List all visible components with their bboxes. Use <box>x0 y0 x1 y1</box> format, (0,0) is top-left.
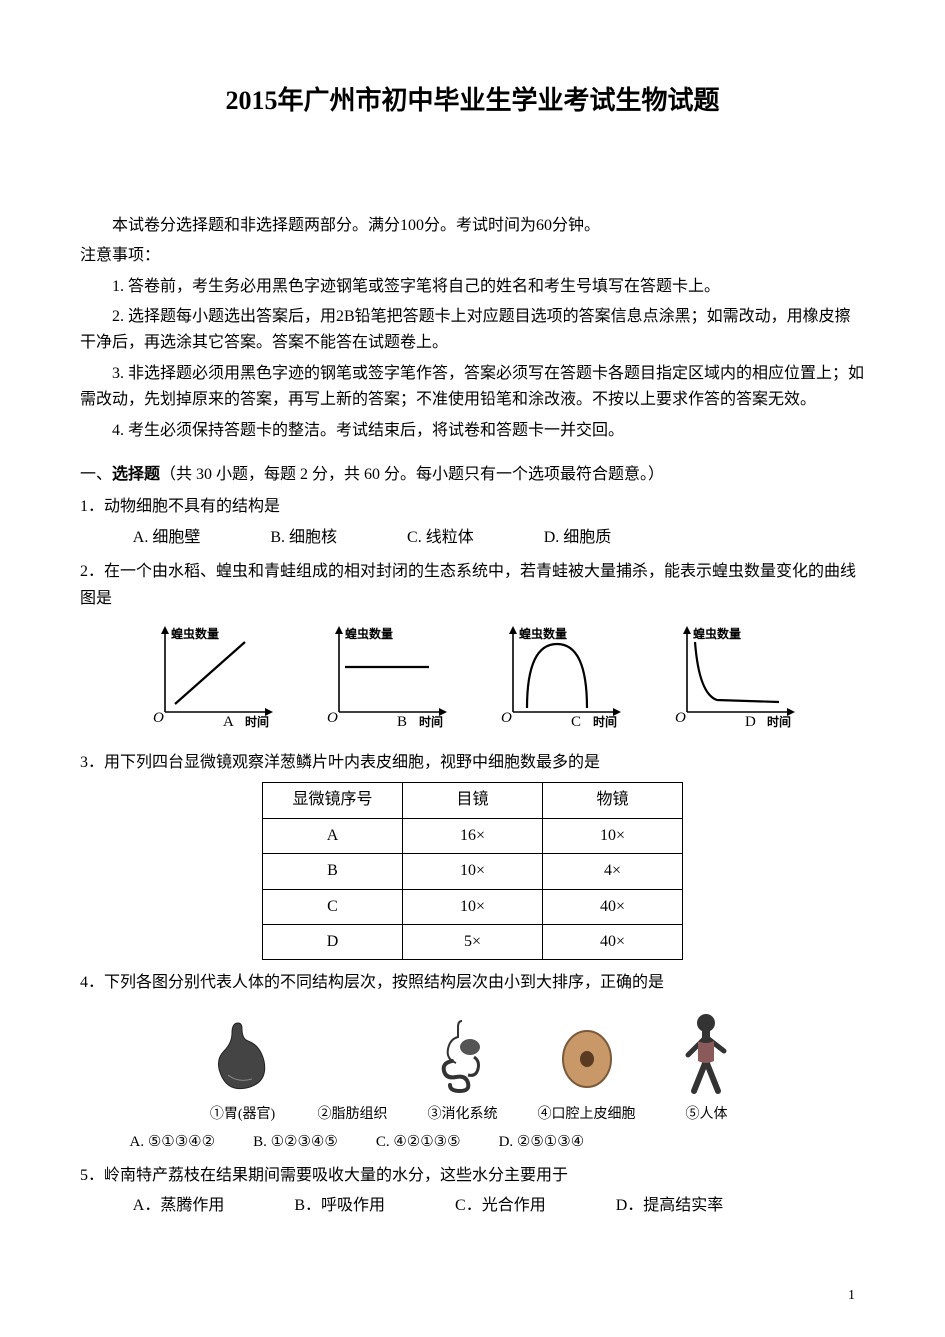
section-heading: 一、选择题（共 30 小题，每题 2 分，共 60 分。每小题只有一个选项最符合… <box>80 462 865 488</box>
chart-a-svg: 蝗虫数量 O A 时间 <box>137 622 287 732</box>
table-cell: C <box>263 889 403 924</box>
notice-item: 4. 考生必须保持答题卡的整洁。考试结束后，将试卷和答题卡一并交回。 <box>80 418 865 444</box>
notice-heading: 注意事项： <box>80 243 865 269</box>
q5-options: A．蒸腾作用 B．呼吸作用 C．光合作用 D．提高结实率 <box>80 1193 865 1219</box>
chart-letter-a: A <box>223 714 234 730</box>
chart-b-svg: 蝗虫数量 O B 时间 <box>311 622 461 732</box>
chart-letter-d: D <box>745 714 756 730</box>
q4-stem: 4．下列各图分别代表人体的不同结构层次，按照结构层次由小到大排序，正确的是 <box>80 970 865 996</box>
q1-option: A. 细胞壁 <box>133 525 201 551</box>
q5-stem: 5．岭南特产荔枝在结果期间需要吸收大量的水分，这些水分主要用于 <box>80 1163 865 1189</box>
chart-xlabel: 时间 <box>419 714 443 729</box>
q3-table: 显微镜序号 目镜 物镜 A 16× 10× B 10× 4× C 10× 40×… <box>262 782 683 960</box>
q4-label: ③消化系统 <box>428 1103 498 1126</box>
table-cell: A <box>263 818 403 853</box>
chart-origin: O <box>501 710 512 726</box>
chart-ylabel: 蝗虫数量 <box>519 626 567 641</box>
question-5: 5．岭南特产荔枝在结果期间需要吸收大量的水分，这些水分主要用于 A．蒸腾作用 B… <box>80 1163 865 1220</box>
table-row: D 5× 40× <box>263 924 683 959</box>
q5-option: A．蒸腾作用 <box>133 1193 225 1219</box>
q4-label: ⑤人体 <box>686 1103 728 1126</box>
q4-label: ④口腔上皮细胞 <box>538 1103 636 1126</box>
q3-stem: 3．用下列四台显微镜观察洋葱鳞片叶内表皮细胞，视野中细胞数最多的是 <box>80 750 865 776</box>
question-4: 4．下列各图分别代表人体的不同结构层次，按照结构层次由小到大排序，正确的是 ①胃… <box>80 970 865 1154</box>
chart-d-svg: 蝗虫数量 O D 时间 <box>659 622 809 732</box>
q1-option: B. 细胞核 <box>270 525 337 551</box>
chart-c-svg: 蝗虫数量 O C 时间 <box>485 622 635 732</box>
q4-images: ①胃(器官) ②脂肪组织 ③消化系统 ④口腔上皮细胞 <box>80 1011 865 1126</box>
table-row: C 10× 40× <box>263 889 683 924</box>
table-header: 显微镜序号 <box>263 783 403 818</box>
table-header: 目镜 <box>403 783 543 818</box>
table-row: B 10× 4× <box>263 854 683 889</box>
q1-option: C. 线粒体 <box>407 525 474 551</box>
human-body-icon <box>676 1011 738 1097</box>
section-prefix: 一、 <box>80 466 112 483</box>
chart-xlabel: 时间 <box>767 714 791 729</box>
chart-xlabel: 时间 <box>593 714 617 729</box>
q1-options: A. 细胞壁 B. 细胞核 C. 线粒体 D. 细胞质 <box>80 525 865 551</box>
table-cell: 40× <box>543 889 683 924</box>
table-cell: 4× <box>543 854 683 889</box>
question-1: 1．动物细胞不具有的结构是 A. 细胞壁 B. 细胞核 C. 线粒体 D. 细胞… <box>80 494 865 551</box>
q4-option: D. ②⑤①③④ <box>499 1130 585 1155</box>
table-cell: B <box>263 854 403 889</box>
table-cell: 16× <box>403 818 543 853</box>
table-header: 物镜 <box>543 783 683 818</box>
q1-option: D. 细胞质 <box>544 525 612 551</box>
table-cell: 10× <box>403 889 543 924</box>
q4-item-digestive: ③消化系统 <box>428 1017 498 1126</box>
chart-letter-b: B <box>397 714 407 730</box>
q4-item-cell: ④口腔上皮细胞 <box>538 1017 636 1126</box>
table-cell: 10× <box>403 854 543 889</box>
q4-item-stomach: ①胃(器官) <box>208 1017 278 1126</box>
q2-stem: 2．在一个由水稻、蝗虫和青蛙组成的相对封闭的生态系统中，若青蛙被大量捕杀，能表示… <box>80 559 865 612</box>
q1-stem: 1．动物细胞不具有的结构是 <box>80 494 865 520</box>
q4-options: A. ⑤①③④② B. ①②③④⑤ C. ④②①③⑤ D. ②⑤①③④ <box>80 1130 865 1155</box>
digestive-system-icon <box>428 1017 498 1097</box>
chart-ylabel: 蝗虫数量 <box>693 626 741 641</box>
table-cell: 5× <box>403 924 543 959</box>
table-cell: 10× <box>543 818 683 853</box>
q5-option: B．呼吸作用 <box>294 1193 385 1219</box>
q4-option: B. ①②③④⑤ <box>253 1130 338 1155</box>
question-3: 3．用下列四台显微镜观察洋葱鳞片叶内表皮细胞，视野中细胞数最多的是 显微镜序号 … <box>80 750 865 960</box>
cell-icon <box>552 1017 622 1097</box>
question-2: 2．在一个由水稻、蝗虫和青蛙组成的相对封闭的生态系统中，若青蛙被大量捕杀，能表示… <box>80 559 865 732</box>
intro-text: 本试卷分选择题和非选择题两部分。满分100分。考试时间为60分钟。 <box>80 213 865 239</box>
notice-item: 3. 非选择题必须用黑色字迹的钢笔或签字笔作答，答案必须写在答题卡各题目指定区域… <box>80 361 865 414</box>
q4-option: A. ⑤①③④② <box>130 1130 216 1155</box>
stomach-icon <box>208 1017 278 1097</box>
table-cell: 40× <box>543 924 683 959</box>
q2-chart-d: 蝗虫数量 O D 时间 <box>659 622 809 732</box>
notice-item: 1. 答卷前，考生务必用黑色字迹钢笔或签字笔将自己的姓名和考生号填写在答题卡上。 <box>80 274 865 300</box>
page-title: 2015年广州市初中毕业生学业考试生物试题 <box>80 80 865 123</box>
q2-chart-c: 蝗虫数量 O C 时间 <box>485 622 635 732</box>
q4-item-body: ⑤人体 <box>676 1011 738 1126</box>
chart-letter-c: C <box>571 714 581 730</box>
q4-label: ②脂肪组织 <box>318 1103 388 1126</box>
q5-option: C．光合作用 <box>455 1193 546 1219</box>
table-cell: D <box>263 924 403 959</box>
section-suffix: （共 30 小题，每题 2 分，共 60 分。每小题只有一个选项最符合题意。） <box>160 466 664 483</box>
section-title: 选择题 <box>112 466 160 483</box>
chart-origin: O <box>327 710 338 726</box>
q4-label: ①胃(器官) <box>210 1103 275 1126</box>
q2-chart-b: 蝗虫数量 O B 时间 <box>311 622 461 732</box>
page-number: 1 <box>848 1284 855 1307</box>
q2-chart-a: 蝗虫数量 O A 时间 <box>137 622 287 732</box>
chart-origin: O <box>153 710 164 726</box>
q5-option: D．提高结实率 <box>616 1193 724 1219</box>
chart-origin: O <box>675 710 686 726</box>
chart-ylabel: 蝗虫数量 <box>345 626 393 641</box>
q2-charts: 蝗虫数量 O A 时间 蝗虫数量 O B 时间 <box>80 622 865 732</box>
q4-option: C. ④②①③⑤ <box>376 1130 461 1155</box>
table-row: A 16× 10× <box>263 818 683 853</box>
chart-xlabel: 时间 <box>245 714 269 729</box>
q4-item-fat: ②脂肪组织 <box>318 1017 388 1126</box>
chart-ylabel: 蝗虫数量 <box>171 626 219 641</box>
notice-item: 2. 选择题每小题选出答案后，用2B铅笔把答题卡上对应题目选项的答案信息点涂黑；… <box>80 304 865 357</box>
table-row: 显微镜序号 目镜 物镜 <box>263 783 683 818</box>
fat-tissue-icon <box>318 1017 388 1097</box>
